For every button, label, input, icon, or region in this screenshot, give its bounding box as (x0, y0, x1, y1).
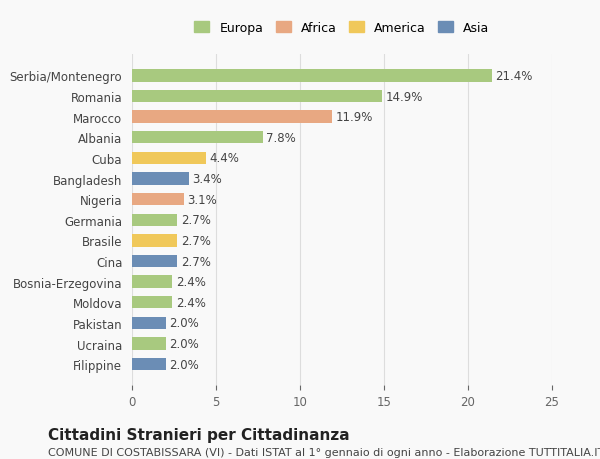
Text: 3.1%: 3.1% (187, 193, 217, 206)
Text: COMUNE DI COSTABISSARA (VI) - Dati ISTAT al 1° gennaio di ogni anno - Elaborazio: COMUNE DI COSTABISSARA (VI) - Dati ISTAT… (48, 448, 600, 458)
Text: 2.7%: 2.7% (181, 235, 211, 247)
Bar (132, 194, 184, 206)
Bar (132, 317, 166, 330)
Text: 2.0%: 2.0% (169, 337, 199, 350)
Text: Cittadini Stranieri per Cittadinanza: Cittadini Stranieri per Cittadinanza (48, 427, 350, 442)
Text: 2.0%: 2.0% (169, 358, 199, 371)
Bar (132, 255, 178, 268)
Text: 2.0%: 2.0% (169, 317, 199, 330)
Text: 11.9%: 11.9% (335, 111, 373, 124)
Bar (132, 152, 206, 165)
Text: 3.4%: 3.4% (193, 173, 222, 185)
Bar (132, 214, 178, 226)
Bar (132, 276, 172, 288)
Bar (132, 70, 491, 83)
Bar (132, 235, 178, 247)
Text: 2.7%: 2.7% (181, 214, 211, 227)
Text: 21.4%: 21.4% (495, 70, 532, 83)
Bar (132, 132, 263, 144)
Text: 2.7%: 2.7% (181, 255, 211, 268)
Text: 7.8%: 7.8% (266, 132, 296, 145)
Text: 2.4%: 2.4% (176, 275, 206, 289)
Bar (132, 111, 332, 123)
Bar (132, 173, 189, 185)
Text: 2.4%: 2.4% (176, 296, 206, 309)
Bar (132, 358, 166, 370)
Bar (132, 297, 172, 309)
Legend: Europa, Africa, America, Asia: Europa, Africa, America, Asia (191, 18, 493, 39)
Text: 14.9%: 14.9% (386, 90, 423, 103)
Bar (132, 91, 382, 103)
Bar (132, 338, 166, 350)
Text: 4.4%: 4.4% (209, 152, 239, 165)
